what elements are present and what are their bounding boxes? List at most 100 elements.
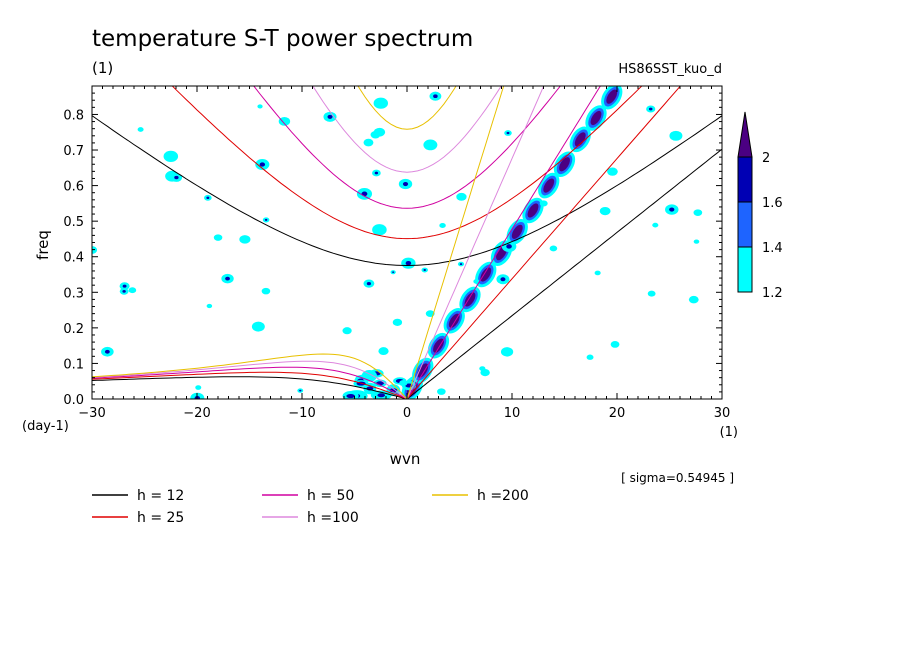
x-axis-label: wvn bbox=[390, 450, 421, 468]
scatter-contour-core bbox=[174, 175, 179, 180]
scatter-contour bbox=[479, 366, 486, 371]
kelvin-curve bbox=[406, 86, 545, 399]
scatter-contour-core bbox=[392, 271, 395, 273]
scatter-contour-core bbox=[299, 389, 302, 392]
scatter-contour-core bbox=[433, 94, 438, 99]
scatter-contour bbox=[693, 209, 703, 216]
ridge-contour-core bbox=[527, 203, 539, 218]
y-tick-label: 0.0 bbox=[63, 393, 84, 408]
rossby-curve bbox=[92, 366, 408, 399]
scatter-contour-core bbox=[459, 263, 463, 266]
chart-title: temperature S-T power spectrum bbox=[92, 26, 473, 52]
scatter-contour-core bbox=[225, 276, 230, 281]
ridge-contour-core bbox=[606, 89, 618, 104]
scatter-contour bbox=[586, 354, 594, 360]
kelvin-curve bbox=[406, 86, 601, 399]
rossby-curve bbox=[92, 376, 408, 399]
legend-label: h = 12 bbox=[137, 488, 184, 504]
scatter-contour bbox=[206, 303, 213, 309]
scatter-contour bbox=[423, 139, 438, 151]
scatter-contour bbox=[669, 130, 683, 141]
ridge-contour-core bbox=[480, 267, 492, 282]
ridge-contour-core bbox=[433, 338, 444, 353]
y-tick-label: 0.4 bbox=[63, 251, 84, 266]
scatter-contour bbox=[439, 223, 446, 229]
scatter-contour-core bbox=[264, 218, 268, 221]
scatter-contour bbox=[539, 200, 548, 207]
colorbar-label: 1.6 bbox=[762, 196, 783, 211]
scatter-contour bbox=[610, 341, 620, 348]
scatter-contour-core bbox=[506, 244, 512, 249]
scatter-contour bbox=[456, 192, 467, 201]
ridge-contour-core bbox=[559, 157, 570, 172]
ridge-contour-core bbox=[574, 132, 586, 147]
x-tick-label: −30 bbox=[78, 406, 105, 421]
scatter-contour bbox=[688, 295, 699, 304]
colorbar-segment bbox=[737, 156, 753, 203]
colorbar-label: 2 bbox=[762, 151, 770, 166]
gravity-curve bbox=[253, 86, 561, 209]
x-tick-label: −10 bbox=[288, 406, 315, 421]
colorbar-label: 1.4 bbox=[762, 241, 783, 256]
scatter-contour bbox=[607, 167, 618, 176]
chart-subtitle: (1) bbox=[92, 59, 113, 77]
scatter-contour bbox=[278, 116, 291, 126]
y-axis-label: freq bbox=[34, 230, 52, 260]
x-tick-label: 20 bbox=[609, 406, 626, 421]
kelvin-curve bbox=[406, 148, 722, 399]
y-tick-label: 0.2 bbox=[63, 322, 84, 337]
y-tick-label: 0.7 bbox=[63, 144, 84, 159]
scatter-contour bbox=[399, 379, 408, 387]
scatter-contour bbox=[647, 290, 656, 297]
ridge-contour-core bbox=[543, 178, 555, 193]
scatter-contour bbox=[392, 318, 403, 326]
x-tick-label: −20 bbox=[183, 406, 210, 421]
y-tick-label: 0.3 bbox=[63, 286, 84, 301]
scatter-contour-core bbox=[104, 349, 110, 354]
ridge-contour-core bbox=[417, 363, 429, 378]
scatter-contour bbox=[599, 206, 611, 216]
colorbar-label: 1.2 bbox=[762, 286, 783, 301]
legend-label: h = 25 bbox=[137, 510, 184, 526]
dispersion-curves bbox=[92, 86, 722, 399]
scatter-contour-core bbox=[122, 284, 127, 288]
y-tick-label: 0.8 bbox=[63, 108, 84, 123]
scatter-contour-core bbox=[122, 290, 126, 293]
x-tick-label: 10 bbox=[504, 406, 521, 421]
scatter-contour bbox=[163, 150, 179, 162]
scatter-contour-core bbox=[402, 181, 409, 187]
sigma-note: [ sigma=0.54945 ] bbox=[621, 471, 734, 485]
scatter-contour-core bbox=[327, 114, 333, 119]
gravity-curve bbox=[312, 86, 502, 173]
scatter-contour-core bbox=[259, 162, 266, 167]
scatter-contour-core bbox=[366, 281, 371, 286]
scatter-contour bbox=[213, 234, 223, 241]
scatter-contour-core bbox=[206, 196, 210, 200]
scatter-contour bbox=[594, 270, 601, 276]
kelvin-curve bbox=[406, 86, 505, 399]
x-tick-label: 0 bbox=[403, 406, 411, 421]
ridge-contour-core bbox=[511, 224, 523, 239]
kelvin-curve bbox=[406, 86, 682, 399]
scatter-contour bbox=[137, 127, 144, 132]
scatter-contour bbox=[373, 97, 389, 109]
scatter-contour bbox=[195, 385, 202, 390]
scatter-contour bbox=[363, 138, 374, 147]
gravity-curve bbox=[171, 86, 643, 240]
scatter-contour bbox=[437, 388, 446, 395]
rossby-curve bbox=[92, 353, 408, 399]
scatter-contour bbox=[378, 347, 389, 356]
ridge-contour-core bbox=[590, 110, 602, 126]
x-tick-label: 30 bbox=[714, 406, 731, 421]
power-contours bbox=[92, 86, 703, 399]
legend-label: h = 50 bbox=[307, 488, 354, 504]
scatter-contour bbox=[652, 222, 659, 228]
scatter-contour bbox=[693, 239, 700, 244]
gravity-curve bbox=[357, 86, 457, 130]
origin-contour-core bbox=[377, 393, 386, 398]
scatter-contour bbox=[251, 321, 265, 332]
rossby-curve bbox=[92, 360, 408, 399]
legend-label: h =200 bbox=[477, 488, 529, 504]
scatter-contour bbox=[500, 347, 514, 357]
scatter-contour bbox=[261, 287, 271, 295]
